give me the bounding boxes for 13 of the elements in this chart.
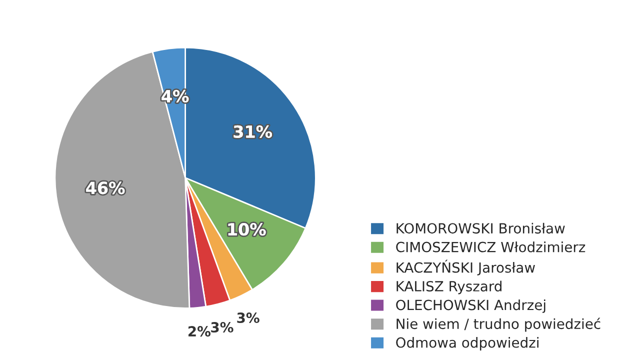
data-label: 2%: [188, 326, 211, 337]
data-label: 31%: [234, 125, 272, 138]
legend-label: Odmowa odpowiedzi: [396, 337, 538, 350]
data-label: 3%: [211, 322, 234, 333]
legend-label: CIMOSZEWICZ Włodzimierz: [396, 242, 586, 252]
legend-label: KOMOROWSKI Bronisław: [396, 222, 565, 234]
data-label: 46%: [86, 182, 125, 194]
data-label: 10%: [228, 223, 266, 236]
legend-label: KALISZ Ryszard: [396, 280, 502, 294]
legend-label: KACZYŃSKI Jarosław: [396, 260, 535, 276]
legend-label: Nie wiem / trudno powiedzieć: [396, 318, 600, 332]
legend-label: OLECHOWSKI Andrzej: [396, 299, 546, 313]
data-label: 3%: [237, 312, 260, 324]
